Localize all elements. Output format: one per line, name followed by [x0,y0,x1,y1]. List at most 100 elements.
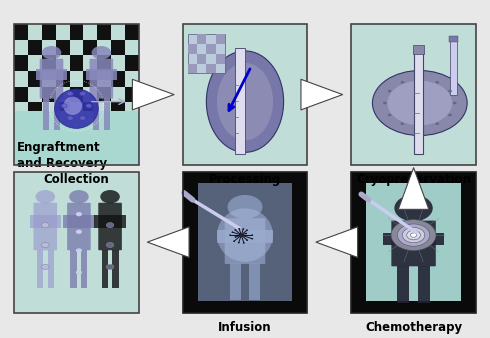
Bar [188,64,197,73]
Bar [414,52,423,154]
Circle shape [388,114,392,116]
Bar [70,55,83,71]
FancyBboxPatch shape [392,221,436,266]
Bar [83,102,97,118]
Bar [111,40,125,55]
FancyBboxPatch shape [90,59,113,98]
Bar [97,55,111,71]
Bar [183,172,307,313]
FancyBboxPatch shape [33,203,57,250]
Circle shape [233,234,235,236]
Circle shape [436,122,439,125]
Bar [97,87,111,102]
Circle shape [246,230,248,231]
Bar [249,263,260,300]
Bar [351,24,476,165]
Bar [216,54,225,64]
Bar [183,24,307,165]
Circle shape [67,116,74,120]
Circle shape [106,242,114,247]
Bar [71,249,76,288]
Bar [63,215,95,228]
Circle shape [388,81,452,125]
Bar [14,24,139,165]
Bar [125,149,139,165]
Bar [42,149,56,165]
Circle shape [79,116,86,120]
FancyBboxPatch shape [225,218,265,264]
Bar [450,41,457,95]
Bar [14,24,139,165]
Bar [97,24,111,40]
Circle shape [42,242,49,247]
Bar [56,102,70,118]
Circle shape [35,190,55,203]
Bar [101,249,108,288]
Circle shape [250,231,252,232]
Circle shape [76,230,82,234]
Bar [97,118,111,134]
Circle shape [372,71,467,136]
Circle shape [391,220,436,250]
Bar [14,172,139,313]
Circle shape [92,46,111,59]
Bar [97,149,111,165]
Bar [70,149,83,165]
Bar [206,64,216,73]
Text: Cryopreservation: Cryopreservation [356,173,471,186]
Circle shape [453,102,457,104]
FancyBboxPatch shape [67,203,91,250]
Circle shape [243,241,245,242]
Circle shape [86,104,92,108]
Circle shape [383,102,387,104]
Circle shape [247,237,249,238]
Bar [70,87,83,102]
Bar [83,40,97,55]
Bar [197,54,206,64]
Bar [48,249,54,288]
Bar [29,215,61,228]
Bar [414,45,424,54]
Circle shape [79,92,86,96]
Bar [449,36,458,42]
Bar [14,149,28,165]
Bar [351,172,476,313]
Bar [111,134,125,149]
Bar [14,112,139,165]
Bar [125,87,139,102]
Ellipse shape [206,51,284,152]
Bar [235,48,245,154]
Bar [104,98,110,130]
Bar [397,266,409,303]
Bar [14,87,28,102]
Bar [36,69,67,80]
FancyBboxPatch shape [40,59,63,98]
Circle shape [418,78,422,80]
Circle shape [235,230,237,231]
Circle shape [238,240,240,242]
Bar [14,118,28,134]
Bar [83,134,97,149]
Circle shape [250,234,252,236]
Bar [54,98,60,130]
Bar [183,24,307,165]
Circle shape [400,81,404,83]
Circle shape [388,90,392,92]
Circle shape [69,190,89,203]
Bar [188,44,197,54]
Bar [70,118,83,134]
Bar [56,71,70,87]
Circle shape [411,233,416,237]
Bar [197,183,293,301]
Circle shape [239,234,244,237]
Circle shape [394,195,433,221]
Circle shape [242,231,244,232]
Bar [37,249,43,288]
Circle shape [247,240,249,241]
Bar [351,172,476,313]
Circle shape [237,238,239,239]
Circle shape [100,190,120,203]
Ellipse shape [217,208,273,262]
Bar [81,249,87,288]
Bar [42,55,56,71]
